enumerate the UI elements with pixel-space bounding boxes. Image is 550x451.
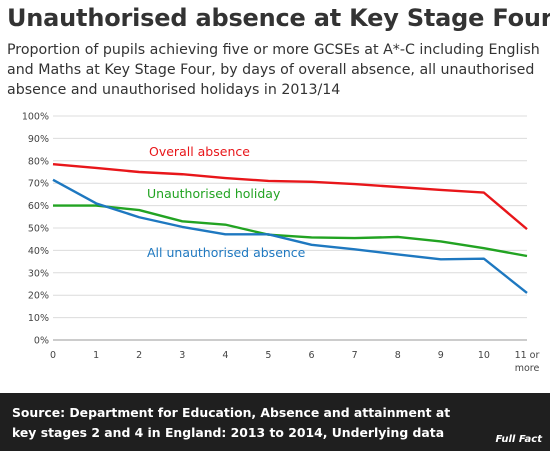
y-tick-label: 20%	[28, 291, 49, 302]
grid-lines	[53, 115, 527, 341]
x-tick-label: 11 or	[515, 350, 540, 361]
series-label-unauthorised-holiday: Unauthorised holiday	[147, 186, 281, 201]
y-tick-label: 40%	[28, 246, 49, 257]
x-tick-label: 8	[395, 350, 401, 361]
y-tick-label: 70%	[28, 179, 49, 190]
y-tick-label: 10%	[28, 313, 49, 324]
x-tick-label: 10	[478, 350, 490, 361]
series-line	[52, 162, 528, 231]
x-tick-label: 9	[438, 350, 444, 361]
chart-title: Unauthorised absence at Key Stage Four	[7, 4, 550, 32]
chart-subtitle: Proportion of pupils achieving five or m…	[7, 42, 540, 98]
series-line	[53, 204, 528, 258]
y-tick-labels: 0% 10% 20% 30% 40% 50% 60% 70% 80% 90% 100%	[22, 112, 49, 347]
y-tick-label: 30%	[28, 268, 49, 279]
series-label-overall-absence: Overall absence	[149, 144, 250, 159]
x-tick-label: more	[515, 363, 540, 374]
x-tick-label: 0	[50, 350, 56, 361]
line-chart: 0% 10% 20% 30% 40% 50% 60% 70% 80% 90% 100% 0 1 2 3 4 5…	[22, 112, 540, 375]
x-tick-label: 1	[93, 350, 99, 361]
y-tick-label: 50%	[28, 224, 49, 235]
full-fact-logo: Full Fact	[495, 434, 542, 445]
footer: Source: Department for Education, Absenc…	[0, 393, 550, 451]
source-note: Source: Department for Education, Absenc…	[12, 405, 451, 440]
x-tick-label: 6	[309, 350, 315, 361]
x-tick-labels: 0 1 2 3 4 5 6 7 8 9 10 11 or more	[50, 350, 540, 374]
series-lines	[52, 162, 528, 294]
x-tick-label: 4	[222, 350, 228, 361]
x-tick-label: 2	[136, 350, 142, 361]
y-tick-label: 90%	[28, 134, 49, 145]
x-tick-label: 7	[352, 350, 358, 361]
x-tick-label: 5	[265, 350, 271, 361]
y-tick-label: 0%	[34, 336, 49, 347]
series-label-all-unauthorised-absence: All unauthorised absence	[147, 245, 306, 260]
y-tick-label: 100%	[22, 112, 49, 123]
x-tick-label: 3	[179, 350, 185, 361]
series-line	[52, 178, 528, 294]
y-tick-label: 80%	[28, 156, 49, 167]
y-tick-label: 60%	[28, 201, 49, 212]
